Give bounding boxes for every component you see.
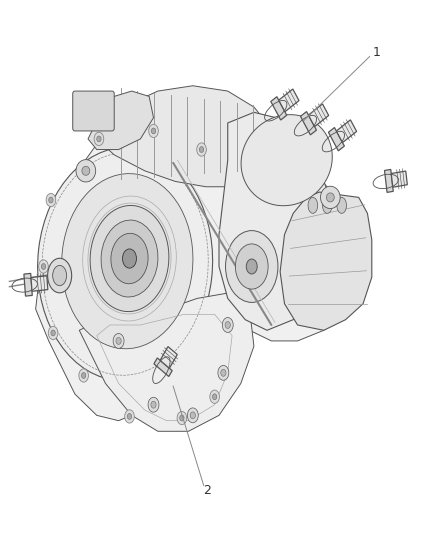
FancyBboxPatch shape [73,91,114,131]
Ellipse shape [125,410,134,423]
Ellipse shape [321,186,340,208]
Ellipse shape [212,394,217,400]
Ellipse shape [48,259,72,293]
Polygon shape [336,120,357,143]
Ellipse shape [101,220,158,297]
Ellipse shape [322,197,332,213]
Text: 2: 2 [203,484,211,497]
Ellipse shape [210,390,219,403]
Ellipse shape [97,136,101,142]
Polygon shape [280,192,372,330]
Ellipse shape [51,330,55,336]
Polygon shape [31,276,48,291]
Ellipse shape [53,265,67,286]
Ellipse shape [177,411,187,425]
Polygon shape [160,346,177,368]
Polygon shape [35,96,359,421]
Ellipse shape [49,197,53,203]
Ellipse shape [127,414,132,419]
Text: 1: 1 [372,46,380,59]
Polygon shape [279,89,299,112]
Polygon shape [300,111,316,135]
Polygon shape [308,104,328,127]
Ellipse shape [79,369,88,382]
Ellipse shape [235,244,268,289]
Ellipse shape [62,174,193,349]
Polygon shape [97,86,280,187]
Ellipse shape [149,124,158,138]
Ellipse shape [187,408,198,423]
Ellipse shape [81,373,86,378]
Ellipse shape [76,160,95,182]
Ellipse shape [241,115,332,206]
Polygon shape [79,293,254,431]
Polygon shape [154,358,172,376]
Ellipse shape [90,205,169,312]
Ellipse shape [151,401,156,408]
Ellipse shape [326,193,334,202]
Polygon shape [88,91,153,150]
Ellipse shape [151,128,155,134]
Polygon shape [385,169,393,192]
Ellipse shape [337,197,346,213]
Ellipse shape [246,259,257,274]
Ellipse shape [111,233,148,284]
Ellipse shape [113,334,124,349]
Ellipse shape [222,318,233,333]
Ellipse shape [39,260,48,273]
Ellipse shape [123,249,137,268]
Ellipse shape [226,231,278,302]
Polygon shape [271,96,287,120]
Polygon shape [24,273,32,296]
Ellipse shape [94,132,104,146]
Ellipse shape [38,147,212,381]
Ellipse shape [116,337,121,344]
Polygon shape [219,112,332,330]
Polygon shape [328,127,344,151]
Ellipse shape [218,366,229,380]
Ellipse shape [41,264,46,269]
Ellipse shape [199,147,204,152]
Ellipse shape [197,143,206,156]
Ellipse shape [46,193,56,207]
Ellipse shape [225,321,230,328]
Ellipse shape [180,415,184,421]
Ellipse shape [308,197,318,213]
Ellipse shape [148,397,159,412]
Ellipse shape [82,166,90,175]
Ellipse shape [190,412,195,419]
Ellipse shape [221,369,226,376]
Ellipse shape [48,326,58,340]
Polygon shape [391,171,407,187]
